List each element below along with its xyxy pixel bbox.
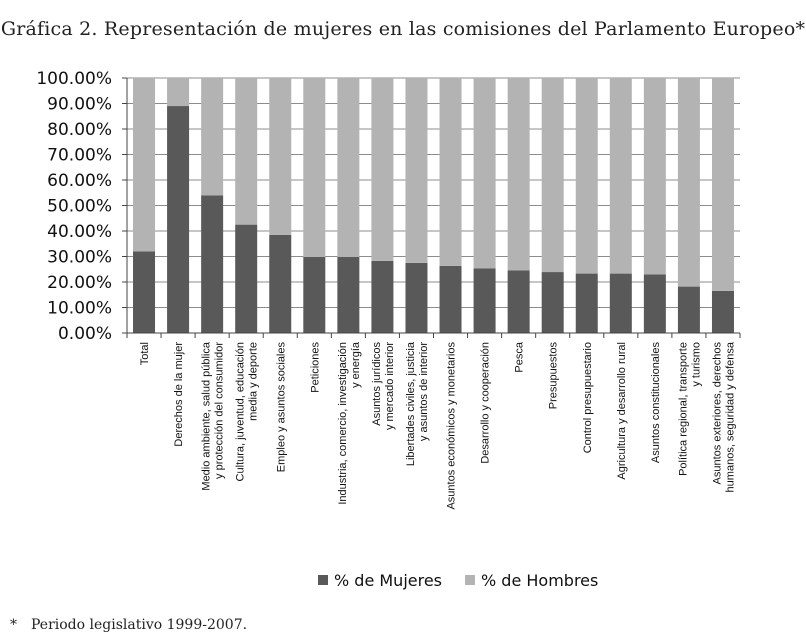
x-tick-label-line: Agricultura y desarrollo rural <box>616 342 628 480</box>
y-tick-label: 100.00% <box>36 69 112 89</box>
x-tick-label-line: Presupuestos <box>548 342 560 410</box>
legend-swatch <box>318 575 328 585</box>
y-tick-label: 40.00% <box>47 222 112 242</box>
bar-women <box>439 265 462 333</box>
x-tick-label-line: media y deporte <box>248 342 260 421</box>
bar-women <box>405 262 428 333</box>
bar-men <box>235 78 258 225</box>
x-tick-label-line: Peticiones <box>309 342 321 393</box>
bar-men <box>201 78 224 196</box>
x-tick-label: Medio ambiente, salud pública y protecció… <box>201 341 226 490</box>
bar-men <box>167 78 190 107</box>
x-tick-label-line: Desarrollo y cooperación <box>480 342 492 464</box>
x-tick-label: Libertades civiles, justicia y asuntos de… <box>405 341 430 466</box>
chart-title: Gráfica 2. Representación de mujeres en … <box>0 18 806 40</box>
bar-men <box>269 78 292 235</box>
y-tick-label: 50.00% <box>47 197 112 217</box>
bar-women <box>337 257 360 333</box>
x-tick-label: Política regional, transporte y turismo <box>677 342 702 476</box>
bar-women <box>711 290 734 333</box>
footnote-marker: * <box>10 617 17 633</box>
x-tick-label: Cultura, juventud, educación media y depo… <box>235 342 260 481</box>
bar-women <box>473 268 496 333</box>
x-tick-label-line: Control presupuestario <box>582 342 594 453</box>
x-tick-label: Industria, comercio, investigación y ener… <box>337 341 362 505</box>
footnote-text: Periodo legislativo 1999-2007. <box>31 617 248 633</box>
x-tick-label-line: y turismo <box>690 342 702 387</box>
bar-women <box>575 273 598 333</box>
x-tick-label: Empleo y asuntos sociales <box>275 342 287 473</box>
bar-men <box>371 78 394 261</box>
x-tick-label-line: humanos, seguridad y defensa <box>724 341 736 492</box>
bar-women <box>643 274 666 333</box>
x-tick-label-line: Empleo y asuntos sociales <box>275 342 287 473</box>
y-tick-label: 70.00% <box>47 146 112 166</box>
bar-men <box>711 78 734 291</box>
x-tick-label-line: Asuntos exteriores, derechos <box>711 342 723 485</box>
x-tick-label: Pesca <box>514 341 526 372</box>
y-tick-label: 10.00% <box>47 299 112 319</box>
bar-women <box>167 106 190 333</box>
x-tick-label: Derechos de la mujer <box>173 342 185 447</box>
bar-women <box>269 234 292 333</box>
bar-men <box>133 78 156 252</box>
x-tick-label: Asuntos jurídicos y mercado interior <box>371 342 396 431</box>
x-tick-label-line: Asuntos constitucionales <box>650 342 662 464</box>
x-tick-label-line: Libertades civiles, justicia <box>405 341 417 466</box>
legend-label: % de Mujeres <box>334 571 442 590</box>
legend-swatch <box>465 575 475 585</box>
x-tick-label-line: Asuntos jurídicos <box>371 342 383 426</box>
x-tick-label-line: y mercado interior <box>384 342 396 430</box>
x-tick-label: Asuntos constitucionales <box>650 342 662 464</box>
y-tick-label: 20.00% <box>47 273 112 293</box>
bar-men <box>337 78 360 258</box>
x-tick-label: Presupuestos <box>548 342 560 410</box>
x-tick-label-line: Derechos de la mujer <box>173 342 185 447</box>
bar-women <box>235 224 258 333</box>
y-tick-label: 60.00% <box>47 171 112 191</box>
bar-women <box>677 286 700 333</box>
bar-women <box>609 273 632 333</box>
bar-men <box>643 78 666 275</box>
footnote: * Periodo legislativo 1999-2007. <box>10 617 247 633</box>
bar-men <box>677 78 700 287</box>
x-tick-label-line: y energía <box>350 341 362 388</box>
x-tick-label: Total <box>139 342 151 365</box>
bar-women <box>541 272 564 333</box>
bar-men <box>609 78 632 274</box>
x-tick-label: Agricultura y desarrollo rural <box>616 342 628 480</box>
bar-men <box>439 78 462 266</box>
bar-women <box>133 251 156 333</box>
x-tick-label-line: Asuntos económicos y monetarios <box>446 342 458 510</box>
x-tick-label-line: Política regional, transporte <box>677 342 689 476</box>
x-tick-label-line: Medio ambiente, salud pública <box>201 341 213 490</box>
y-tick-label: 30.00% <box>47 248 112 268</box>
bar-men <box>541 78 564 273</box>
x-tick-label: Desarrollo y cooperación <box>480 342 492 464</box>
x-tick-label-line: Cultura, juventud, educación <box>235 342 247 481</box>
bar-men <box>303 78 326 258</box>
bar-men <box>473 78 496 269</box>
x-tick-label: Asuntos económicos y monetarios <box>446 342 458 510</box>
x-tick-label: Asuntos exteriores, derechos humanos, seg… <box>711 341 736 492</box>
bar-women <box>371 260 394 333</box>
x-tick-label-line: Total <box>139 342 151 365</box>
legend-label: % de Hombres <box>481 571 598 590</box>
x-tick-label-line: y protección del consumidor <box>214 342 226 479</box>
bar-men <box>405 78 428 263</box>
bar-women <box>507 270 530 333</box>
x-tick-label-line: Pesca <box>514 341 526 372</box>
x-tick-label: Control presupuestario <box>582 342 594 453</box>
bar-men <box>575 78 598 274</box>
y-tick-label: 90.00% <box>47 95 112 115</box>
y-tick-label: 0.00% <box>58 324 112 344</box>
bar-women <box>201 195 224 333</box>
x-tick-label: Peticiones <box>309 342 321 393</box>
x-tick-label-line: y asuntos de interior <box>418 342 430 441</box>
y-tick-label: 80.00% <box>47 120 112 140</box>
bar-women <box>303 257 326 333</box>
x-tick-label-line: Industria, comercio, investigación <box>337 342 349 505</box>
bar-men <box>507 78 530 271</box>
